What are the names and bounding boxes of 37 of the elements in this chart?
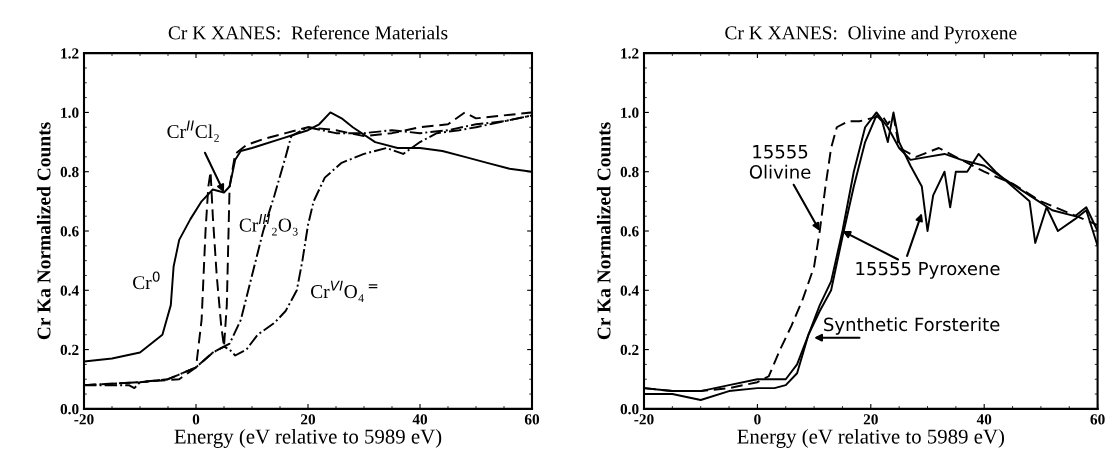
annotation: Synthetic Forsterite (824, 317, 1000, 335)
y-tick-label: 1.0 (61, 107, 79, 118)
y-tick-label: 0.2 (60, 344, 79, 356)
y-tick-label: 0.8 (60, 166, 79, 178)
chart-title: Cr K XANES: Reference Materials (168, 25, 448, 40)
chart-title: Cr K XANES: Olivine and Pyroxene (725, 25, 1017, 44)
y-tick-label: 1.2 (61, 48, 79, 59)
annotation: Cr$^{III}$₂O₃ (239, 214, 298, 236)
x-tick-label: 20 (301, 414, 316, 425)
y-tick-label: 0.0 (60, 404, 79, 415)
x-tick-label: 0 (192, 414, 200, 425)
x-tick-label: 60 (524, 414, 540, 425)
y-tick-label: 0.4 (60, 285, 79, 296)
annotation: Cr$^{VI}$O₄$^{=}$ (311, 280, 378, 302)
annotation: Cr$^{0}$ (133, 271, 160, 290)
x-axis-title: Energy (eV relative to 5989 eV) (737, 428, 1005, 448)
x-tick-label: -20 (74, 414, 94, 425)
y-tick-label: 1.2 (621, 48, 639, 59)
x-tick-label: 40 (976, 414, 992, 425)
y-tick-label: 0.8 (620, 166, 639, 178)
y-tick-label: 1.0 (621, 107, 639, 118)
annotation: Cr$^{II}$Cl₂ (167, 120, 219, 142)
x-tick-label: 40 (412, 414, 428, 425)
x-tick-label: 60 (1090, 414, 1105, 425)
x-tick-label: -20 (634, 414, 654, 425)
y-tick-label: 0.2 (620, 344, 639, 356)
annotation: 15555 Olivine (749, 145, 811, 179)
y-tick-label: 0.0 (620, 404, 639, 415)
x-tick-label: 0 (754, 414, 761, 425)
y-tick-label: 0.4 (620, 285, 639, 296)
x-tick-label: 20 (863, 414, 878, 425)
y-axis-title: Cr Ka Normalized Counts (36, 122, 51, 340)
x-axis-title: Energy (eV relative to 5989 eV) (174, 428, 442, 448)
y-tick-label: 0.6 (620, 226, 639, 237)
y-tick-label: 0.6 (60, 226, 79, 237)
y-axis-title: Cr Ka Normalized Counts (596, 122, 611, 340)
annotation: 15555 Pyroxene (856, 261, 1000, 279)
